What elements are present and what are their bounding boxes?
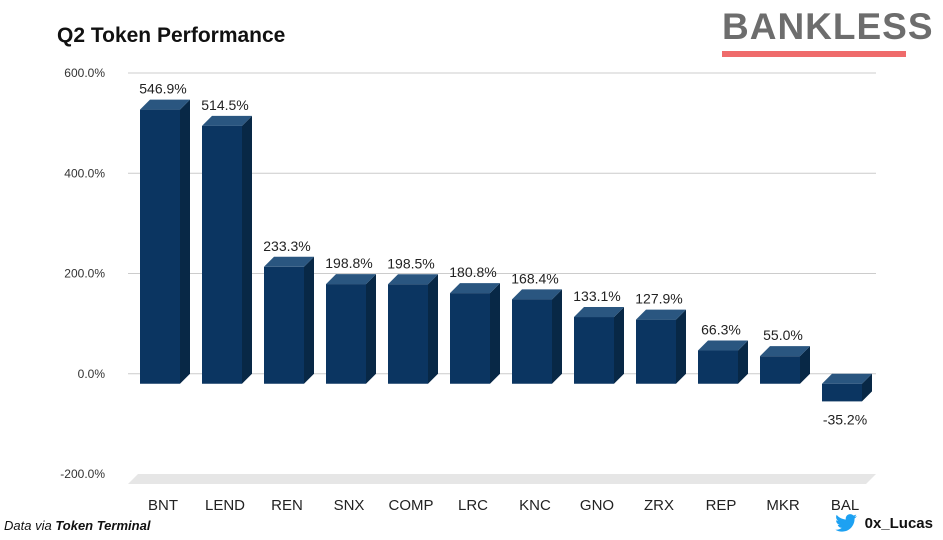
bar-top xyxy=(140,99,190,110)
bar-side xyxy=(304,256,314,384)
bar-top xyxy=(574,307,624,318)
bar-value-label: 180.8% xyxy=(449,264,496,280)
bar xyxy=(636,319,676,384)
y-tick-label: 600.0% xyxy=(64,66,105,80)
source-prefix: Data via xyxy=(4,518,56,533)
bar-value-label: 546.9% xyxy=(139,81,186,97)
y-tick-label: 0.0% xyxy=(78,367,106,381)
y-tick-label: 200.0% xyxy=(64,267,105,281)
bar-value-label: 168.4% xyxy=(511,270,558,286)
bar xyxy=(822,383,862,402)
x-tick-label: LEND xyxy=(205,497,245,514)
source-name: Token Terminal xyxy=(55,518,151,533)
x-tick-label: BNT xyxy=(148,497,178,514)
bar-side xyxy=(676,309,686,384)
handle-text: 0x_Lucas xyxy=(864,514,933,532)
bar-value-label: 55.0% xyxy=(763,327,803,343)
bar-value-label: 198.5% xyxy=(387,255,434,271)
bar-side xyxy=(490,283,500,384)
x-tick-label: REP xyxy=(706,497,737,514)
chart-floor xyxy=(128,474,876,484)
bar-top xyxy=(636,309,686,320)
bar-top xyxy=(450,283,500,294)
bar-value-label: -35.2% xyxy=(823,411,867,427)
bar-value-label: 127.9% xyxy=(635,291,682,307)
data-source-note: Data via Token Terminal xyxy=(4,518,150,533)
bar-top xyxy=(760,346,810,357)
x-tick-label: SNX xyxy=(334,497,365,514)
bar-side xyxy=(862,373,872,402)
bar-top xyxy=(822,373,872,384)
bar xyxy=(450,293,490,384)
x-tick-label: LRC xyxy=(458,497,488,514)
bar xyxy=(264,266,304,384)
bar-side xyxy=(800,346,810,384)
x-tick-label: BAL xyxy=(831,497,859,514)
x-tick-label: REN xyxy=(271,497,303,514)
bar-top xyxy=(388,274,438,285)
bar-top xyxy=(512,289,562,300)
twitter-bird-icon xyxy=(834,514,857,532)
bar-side xyxy=(242,115,252,384)
brand-wordmark: BANKLESS xyxy=(722,6,934,47)
bar xyxy=(202,125,242,384)
bar xyxy=(388,284,428,384)
bar-side xyxy=(614,307,624,384)
bar-side xyxy=(366,274,376,384)
x-tick-label: GNO xyxy=(580,497,614,514)
chart-title: Q2 Token Performance xyxy=(57,24,286,47)
author-handle: 0x_Lucas xyxy=(834,514,933,532)
bar xyxy=(512,299,552,384)
bar-side xyxy=(428,274,438,384)
bar-top xyxy=(326,274,376,285)
bar xyxy=(698,350,738,384)
bar-value-label: 66.3% xyxy=(701,322,741,338)
x-tick-label: COMP xyxy=(389,497,434,514)
y-tick-label: 400.0% xyxy=(64,166,105,180)
bar-value-label: 198.8% xyxy=(325,255,372,271)
x-tick-label: ZRX xyxy=(644,497,674,514)
bar-side xyxy=(552,289,562,384)
bar xyxy=(326,284,366,384)
bar-value-label: 133.1% xyxy=(573,288,620,304)
bar-value-label: 514.5% xyxy=(201,97,248,113)
bar xyxy=(574,317,614,384)
bankless-logo: BANKLESS xyxy=(722,6,934,57)
brand-underline xyxy=(722,51,906,57)
x-tick-label: KNC xyxy=(519,497,551,514)
y-tick-label: -200.0% xyxy=(60,467,105,481)
bar-top xyxy=(264,256,314,267)
bar xyxy=(140,109,180,384)
bar-value-label: 233.3% xyxy=(263,238,310,254)
bar-top xyxy=(698,340,748,351)
x-tick-label: MKR xyxy=(766,497,800,514)
bar xyxy=(760,356,800,384)
bar-side xyxy=(180,99,190,384)
bar-top xyxy=(202,115,252,126)
bar-side xyxy=(738,340,748,384)
